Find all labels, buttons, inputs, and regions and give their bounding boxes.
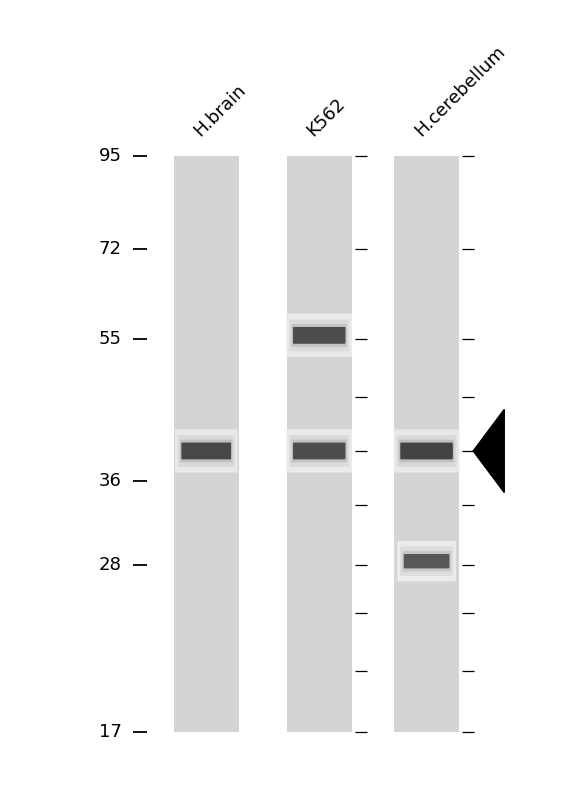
Text: H.cerebellum: H.cerebellum	[411, 42, 508, 140]
FancyBboxPatch shape	[286, 314, 352, 357]
Polygon shape	[473, 410, 505, 493]
FancyBboxPatch shape	[400, 442, 453, 459]
Text: 72: 72	[98, 240, 121, 258]
FancyBboxPatch shape	[292, 324, 347, 346]
FancyBboxPatch shape	[175, 430, 237, 473]
FancyBboxPatch shape	[402, 551, 451, 571]
FancyBboxPatch shape	[292, 439, 347, 462]
Text: 17: 17	[99, 723, 121, 741]
FancyBboxPatch shape	[180, 439, 233, 462]
Bar	[174, 156, 238, 732]
FancyBboxPatch shape	[399, 439, 454, 462]
FancyBboxPatch shape	[293, 442, 345, 459]
Text: 55: 55	[98, 330, 121, 348]
FancyBboxPatch shape	[293, 327, 345, 344]
Bar	[286, 156, 351, 732]
Text: 36: 36	[99, 472, 121, 490]
Text: 28: 28	[99, 556, 121, 574]
Text: 95: 95	[98, 147, 121, 165]
Text: H.brain: H.brain	[190, 81, 250, 140]
FancyBboxPatch shape	[400, 546, 453, 576]
FancyBboxPatch shape	[403, 554, 450, 568]
FancyBboxPatch shape	[289, 319, 349, 351]
FancyBboxPatch shape	[394, 430, 459, 473]
FancyBboxPatch shape	[286, 430, 352, 473]
FancyBboxPatch shape	[181, 442, 231, 459]
Bar	[394, 156, 459, 732]
FancyBboxPatch shape	[289, 435, 349, 467]
FancyBboxPatch shape	[397, 435, 457, 467]
FancyBboxPatch shape	[397, 541, 456, 582]
FancyBboxPatch shape	[177, 435, 235, 467]
Text: K562: K562	[303, 94, 349, 140]
